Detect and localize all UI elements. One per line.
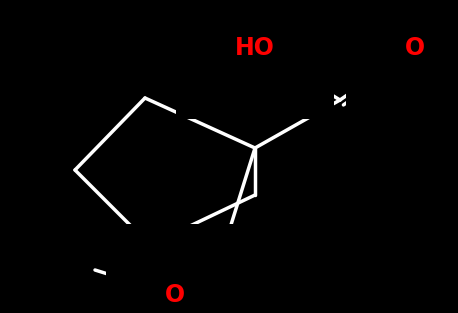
Text: O: O <box>405 36 425 60</box>
Text: HO: HO <box>235 36 275 60</box>
Text: O: O <box>165 283 185 307</box>
